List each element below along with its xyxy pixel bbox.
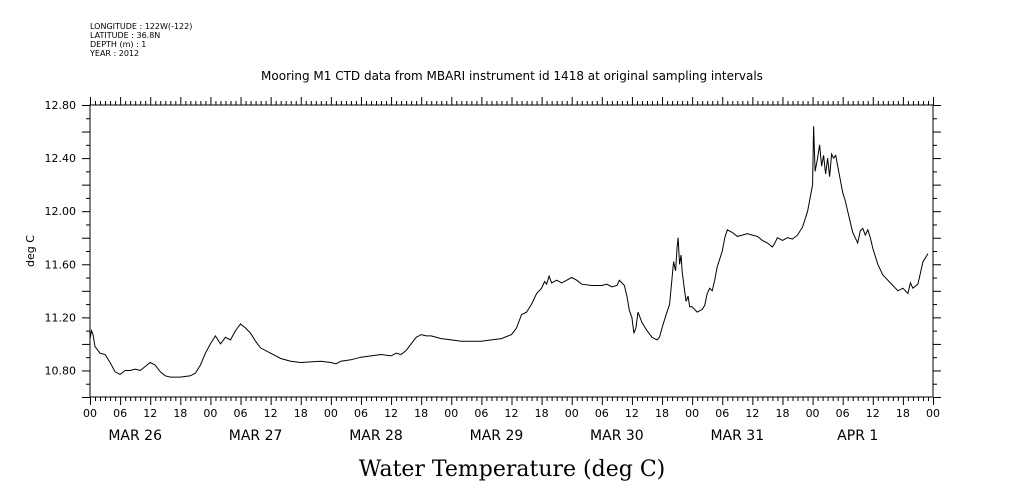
longitude-label: LONGITUDE : 122W(-122) xyxy=(90,22,192,31)
x-hour-tick-label: 00 xyxy=(444,407,458,420)
x-hour-tick-label: 12 xyxy=(745,407,759,420)
x-hour-tick-label: 18 xyxy=(414,407,428,420)
x-hour-tick-label: 06 xyxy=(113,407,127,420)
year-label: YEAR : 2012 xyxy=(89,49,139,58)
x-hour-tick-label: 00 xyxy=(203,407,217,420)
x-hour-tick-label: 06 xyxy=(234,407,248,420)
x-hour-tick-label: 18 xyxy=(535,407,549,420)
y-tick-label: 11.20 xyxy=(45,311,77,324)
y-tick-label: 11.60 xyxy=(45,258,77,271)
y-tick-label: 12.80 xyxy=(45,99,77,112)
x-day-label: MAR 27 xyxy=(229,428,283,444)
plot-frame xyxy=(89,104,934,398)
x-hour-tick-label: 18 xyxy=(896,407,910,420)
x-day-label: MAR 28 xyxy=(349,428,403,444)
x-hour-tick-label: 12 xyxy=(625,407,639,420)
x-hour-tick-label: 06 xyxy=(474,407,488,420)
x-hour-tick-label: 06 xyxy=(836,407,850,420)
x-hour-tick-label: 18 xyxy=(655,407,669,420)
x-day-label: MAR 26 xyxy=(108,428,162,444)
x-day-label: APR 1 xyxy=(837,428,878,444)
x-hour-tick-label: 12 xyxy=(264,407,278,420)
y-tick-label: 12.00 xyxy=(45,205,77,218)
x-hour-tick-label: 00 xyxy=(685,407,699,420)
chart-title: Mooring M1 CTD data from MBARI instrumen… xyxy=(261,69,763,83)
x-hour-tick-label: 06 xyxy=(595,407,609,420)
x-hour-tick-label: 06 xyxy=(354,407,368,420)
x-hour-tick-label: 12 xyxy=(384,407,398,420)
axis-ticks xyxy=(82,97,941,405)
x-hour-tick-label: 00 xyxy=(83,407,97,420)
x-hour-tick-label: 00 xyxy=(806,407,820,420)
latitude-label: LATITUDE : 36.8N xyxy=(90,31,160,40)
x-hour-tick-label: 00 xyxy=(324,407,338,420)
x-hour-tick-label: 00 xyxy=(565,407,579,420)
x-hour-tick-label: 00 xyxy=(926,407,940,420)
chart-caption: Water Temperature (deg C) xyxy=(359,457,666,482)
depth-label: DEPTH (m) : 1 xyxy=(90,40,146,49)
x-hour-tick-label: 18 xyxy=(775,407,789,420)
x-day-label: MAR 29 xyxy=(470,428,524,444)
x-day-label: MAR 31 xyxy=(710,428,764,444)
temperature-series-line xyxy=(89,126,929,378)
x-hour-tick-label: 18 xyxy=(294,407,308,420)
y-tick-label: 10.80 xyxy=(45,364,77,377)
y-axis-label: deg C xyxy=(24,235,37,267)
x-hour-tick-label: 12 xyxy=(143,407,157,420)
x-hour-tick-label: 12 xyxy=(866,407,880,420)
y-tick-label: 12.40 xyxy=(45,152,77,165)
x-hour-tick-label: 06 xyxy=(715,407,729,420)
x-hour-tick-label: 12 xyxy=(505,407,519,420)
axis-tick-labels: 10.80 11.20 11.60 12.00 12.40 12.80 00 06 12 18 00… xyxy=(45,99,941,444)
x-day-label: MAR 30 xyxy=(590,428,644,444)
x-hour-tick-label: 18 xyxy=(173,407,187,420)
metadata-block: LONGITUDE : 122W(-122) LATITUDE : 36.8N … xyxy=(89,22,192,58)
